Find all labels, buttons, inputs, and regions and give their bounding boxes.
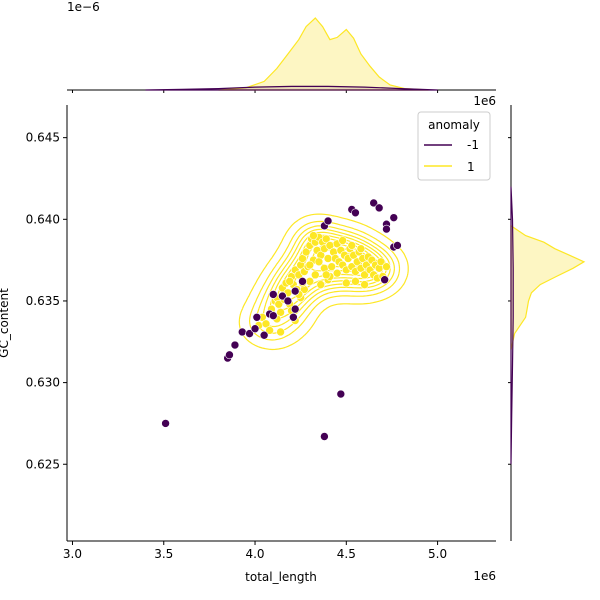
point-normal-56 [360, 270, 369, 280]
x-tick-label-0: 3.0 [63, 547, 82, 561]
point-anomaly-22 [351, 208, 360, 218]
point-normal-80 [309, 231, 318, 240]
y-tick-label-2: 0.635 [26, 294, 60, 308]
right-marginal-offset-label: 1e6 [473, 94, 496, 108]
point-normal-86 [321, 270, 331, 280]
legend: anomaly -1 1 [417, 111, 491, 181]
x-tick-label-4: 5.0 [428, 547, 447, 561]
point-anomaly-5 [230, 340, 240, 350]
point-anomaly-17 [298, 277, 307, 286]
point-anomaly-31 [268, 290, 278, 299]
point-normal-69 [316, 280, 326, 289]
point-normal-79 [265, 326, 274, 335]
point-anomaly-29 [393, 241, 402, 250]
point-anomaly-10 [259, 330, 269, 340]
point-anomaly-15 [290, 286, 300, 296]
point-normal-20 [298, 254, 307, 263]
point-normal-68 [310, 270, 320, 280]
x-tick-label-2: 4.0 [245, 547, 264, 561]
y-tick-label-0: 0.625 [26, 457, 60, 471]
legend-label-normal: 1 [467, 160, 475, 174]
point-normal-35 [321, 234, 331, 244]
point-normal-85 [314, 257, 324, 267]
point-anomaly-7 [245, 329, 254, 338]
point-normal-36 [323, 254, 333, 263]
point-anomaly-4 [225, 350, 234, 360]
y-axis-label: GC_content [0, 288, 11, 358]
right-marginal-kde-normal [510, 224, 586, 351]
point-normal-91 [305, 260, 315, 270]
point-normal-83 [347, 241, 357, 250]
main-axes: 3.0 3.5 4.0 4.5 5.0 0.625 0.630 0.635 0.640 0.645 [26, 105, 496, 561]
point-normal-71 [332, 268, 342, 278]
point-normal-65 [376, 257, 386, 267]
x-axis-label: total_length [245, 570, 317, 584]
scatter-points [161, 198, 402, 441]
point-normal-72 [342, 278, 351, 288]
right-marginal-kde-anomaly [510, 186, 514, 465]
point-normal-74 [360, 280, 369, 289]
top-marginal-kde: 1e−6 [67, 0, 496, 93]
point-normal-2 [261, 319, 271, 329]
point-anomaly-9 [252, 312, 262, 322]
point-anomaly-30 [380, 275, 389, 285]
point-normal-82 [338, 236, 347, 245]
x-tick-label-1: 3.5 [154, 547, 173, 561]
x-tick-label-3: 4.5 [337, 547, 356, 561]
y-tick-label-3: 0.640 [26, 212, 60, 226]
point-normal-6 [274, 299, 284, 309]
point-normal-22 [301, 247, 311, 257]
point-normal-7 [276, 308, 285, 317]
top-marginal-kde-anomaly [145, 85, 438, 91]
point-normal-25 [305, 277, 315, 286]
point-normal-67 [382, 262, 391, 271]
top-marginal-kde-normal [218, 17, 429, 91]
point-anomaly-13 [278, 291, 287, 301]
point-normal-88 [285, 277, 295, 286]
point-anomaly-18 [290, 304, 300, 314]
y-tick-label-4: 0.645 [26, 131, 60, 145]
main-scatter-plot: 3.0 3.5 4.0 4.5 5.0 0.625 0.630 0.635 0.640 0.645… [0, 105, 496, 584]
legend-title: anomaly [428, 118, 480, 132]
point-anomaly-14 [283, 296, 293, 306]
point-anomaly-20 [323, 216, 333, 226]
point-anomaly-27 [389, 213, 399, 222]
point-normal-38 [327, 262, 337, 271]
x-axis-offset-label: 1e6 [473, 569, 496, 583]
point-normal-73 [351, 277, 360, 286]
point-normal-77 [276, 327, 285, 337]
point-anomaly-8 [250, 324, 260, 334]
point-anomaly-2 [336, 389, 346, 399]
right-marginal-kde: 1e6 [473, 94, 586, 541]
point-anomaly-26 [382, 224, 391, 234]
point-anomaly-16 [289, 312, 298, 322]
point-anomaly-23 [369, 198, 378, 208]
legend-label-anomaly: -1 [467, 138, 479, 152]
y-tick-label-1: 0.630 [26, 376, 60, 390]
point-anomaly-12 [268, 311, 278, 320]
point-anomaly-0 [161, 419, 170, 428]
legend-frame [417, 111, 491, 181]
point-anomaly-24 [374, 203, 384, 213]
top-marginal-offset-label: 1e−6 [67, 0, 100, 14]
point-normal-84 [356, 244, 366, 254]
point-anomaly-6 [237, 327, 247, 337]
point-anomaly-1 [320, 432, 329, 441]
